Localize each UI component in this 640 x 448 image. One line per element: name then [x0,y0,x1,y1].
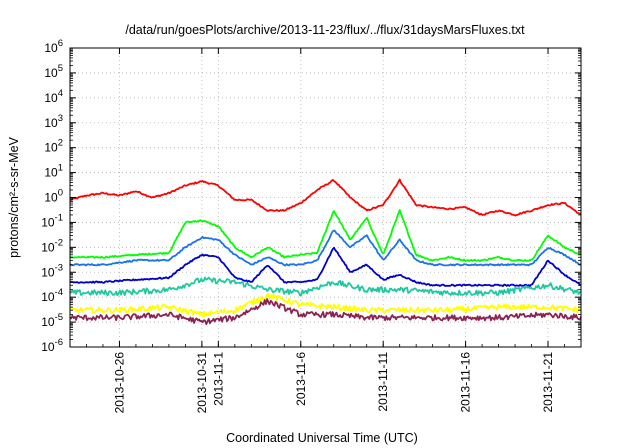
x-axis-label: Coordinated Universal Time (UTC) [226,431,418,445]
series-line-1 [69,178,582,217]
y-tick-label: 10-1 [41,212,63,229]
series-layer [69,178,582,326]
y-tick-label: 10-4 [41,287,63,304]
series-line-6 [69,292,582,318]
y-tick-label: 10-5 [41,312,63,329]
y-tick-label: 106 [44,38,63,55]
y-tick-label: 104 [44,88,63,105]
y-tick-label: 101 [44,163,63,180]
chart-title: /data/run/goesPlots/archive/2013-11-23/f… [125,23,525,37]
y-tick-label: 102 [44,138,63,155]
x-tick-label: 2013-10-31 [195,352,209,414]
series-line-5 [69,276,582,297]
y-tick-label: 10-6 [41,337,63,354]
series-line-2 [69,209,582,263]
y-tick-label: 10-3 [41,262,63,279]
series-line-4 [69,246,582,287]
x-tick-label: 2013-11-1 [211,352,225,406]
y-tick-label: 103 [44,113,63,130]
ticks: 10-6 10-5 10-4 10-3 10-2 10-1 100 101 102 103 104 1… [41,38,582,414]
x-tick-label: 2013-10-26 [112,352,126,414]
x-tick-label: 2013-11-21 [541,352,555,413]
y-tick-label: 100 [44,188,63,205]
x-tick-label: 2013-11-16 [459,352,473,413]
x-tick-label: 2013-11-11 [376,352,390,412]
y-tick-label: 10-2 [41,237,63,254]
x-tick-label: 2013-11-6 [294,352,308,406]
series-line-7 [69,298,582,326]
series-line-3 [69,229,582,267]
y-tick-label: 105 [44,63,63,80]
y-axis-label: protons/cm²-s-sr-MeV [7,136,21,258]
